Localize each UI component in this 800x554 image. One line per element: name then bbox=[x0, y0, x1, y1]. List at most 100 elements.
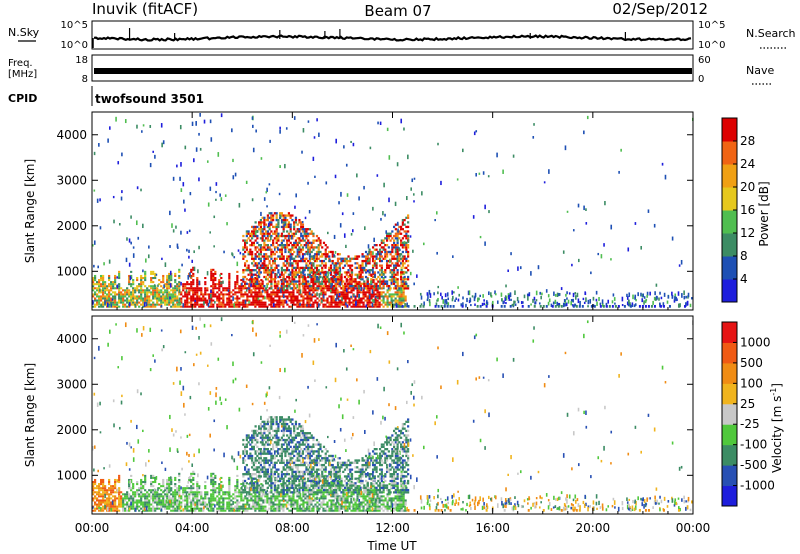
echo-cell bbox=[308, 297, 311, 300]
echo-cell bbox=[144, 503, 147, 506]
echo-cell bbox=[296, 284, 299, 289]
echo-cell bbox=[99, 198, 101, 202]
echo-cell bbox=[170, 483, 173, 486]
echo-cell bbox=[194, 497, 197, 500]
echo-cell bbox=[446, 304, 449, 308]
echo-cell bbox=[370, 274, 373, 277]
echo-cell bbox=[308, 232, 312, 235]
echo-cell bbox=[192, 493, 195, 496]
echo-cell bbox=[188, 491, 191, 494]
echo-cell bbox=[266, 187, 268, 192]
echo-cell bbox=[368, 271, 371, 274]
echo-cell bbox=[182, 489, 185, 492]
echo-cell bbox=[396, 259, 399, 263]
echo-cell bbox=[128, 277, 131, 280]
echo-cell bbox=[242, 301, 245, 304]
echo-cell bbox=[174, 476, 177, 479]
echo-cell bbox=[385, 234, 389, 238]
echo-cell bbox=[308, 271, 312, 274]
echo-cell bbox=[321, 266, 324, 270]
echo-cell bbox=[152, 509, 155, 512]
echo-cell bbox=[340, 282, 343, 285]
echo-cell bbox=[587, 305, 589, 308]
echo-cell bbox=[140, 279, 143, 282]
echo-cell bbox=[144, 476, 147, 479]
echo-cell bbox=[152, 476, 155, 479]
echo-cell bbox=[314, 275, 317, 279]
echo-cell bbox=[361, 282, 364, 285]
echo-cell bbox=[260, 505, 263, 508]
echo-cell bbox=[286, 493, 289, 496]
echo-cell bbox=[396, 269, 399, 272]
echo-cell bbox=[214, 301, 216, 304]
echo-cell bbox=[310, 246, 313, 249]
echo-cell bbox=[215, 198, 217, 201]
echo-cell bbox=[270, 250, 273, 254]
echo-cell bbox=[590, 304, 593, 308]
echo-cell bbox=[301, 223, 305, 226]
echo-cell bbox=[314, 271, 317, 274]
echo-cell bbox=[487, 175, 490, 178]
echo-cell bbox=[174, 489, 177, 492]
echo-cell bbox=[396, 284, 399, 288]
echo-cell bbox=[554, 304, 557, 308]
echo-cell bbox=[238, 287, 241, 290]
echo-cell bbox=[315, 239, 319, 242]
echo-cell bbox=[342, 266, 345, 270]
echo-cell bbox=[370, 297, 373, 300]
echo-cell bbox=[192, 472, 195, 475]
echo-cell bbox=[178, 301, 181, 304]
echo-cell bbox=[621, 296, 624, 302]
echo-cell bbox=[142, 124, 145, 127]
echo-cell bbox=[196, 285, 199, 288]
echo-cell bbox=[294, 507, 297, 510]
echo-cell bbox=[300, 271, 303, 274]
echo-cell bbox=[166, 299, 169, 302]
echo-cell bbox=[254, 293, 257, 296]
echo-cell bbox=[250, 303, 253, 306]
echo-cell bbox=[643, 296, 646, 299]
echo-cell bbox=[308, 266, 312, 270]
echo-cell bbox=[108, 285, 111, 288]
echo-cell bbox=[301, 221, 304, 224]
echo-cell bbox=[474, 292, 477, 298]
echo-cell bbox=[356, 262, 359, 265]
echo-cell bbox=[152, 474, 155, 477]
echo-cell bbox=[162, 279, 165, 282]
echo-cell bbox=[364, 271, 368, 274]
echo-cell bbox=[258, 255, 261, 258]
echo-cell bbox=[210, 293, 212, 299]
echo-cell bbox=[384, 275, 387, 279]
echo-cell bbox=[120, 505, 123, 508]
echo-cell bbox=[405, 250, 408, 254]
echo-cell bbox=[146, 297, 149, 300]
echo-cell bbox=[240, 505, 243, 508]
power-colorbar-tick-label: 28 bbox=[740, 134, 755, 148]
echo-cell bbox=[172, 297, 175, 300]
echo-cell bbox=[258, 293, 261, 296]
echo-cell bbox=[328, 250, 331, 254]
echo-cell bbox=[659, 304, 662, 308]
echo-cell bbox=[92, 287, 95, 290]
echo-cell bbox=[350, 140, 352, 144]
echo-cell bbox=[308, 284, 312, 288]
echo-cell bbox=[100, 291, 103, 294]
echo-cell bbox=[213, 215, 216, 219]
power-colorbar-swatch bbox=[722, 164, 737, 188]
echo-cell bbox=[501, 298, 503, 302]
echo-cell bbox=[110, 497, 113, 500]
echo-cell bbox=[200, 293, 203, 296]
echo-cell bbox=[366, 262, 369, 265]
echo-cell bbox=[350, 274, 353, 277]
echo-cell bbox=[110, 297, 113, 300]
echo-cell bbox=[112, 295, 115, 298]
echo-cell bbox=[94, 305, 97, 308]
echo-cell bbox=[110, 289, 113, 292]
echo-cell bbox=[114, 297, 117, 300]
echo-cell bbox=[251, 234, 254, 238]
echo-cell bbox=[284, 264, 287, 267]
echo-cell bbox=[206, 503, 209, 506]
echo-cell bbox=[312, 279, 315, 282]
echo-cell bbox=[192, 478, 195, 481]
echo-cell bbox=[96, 287, 99, 290]
